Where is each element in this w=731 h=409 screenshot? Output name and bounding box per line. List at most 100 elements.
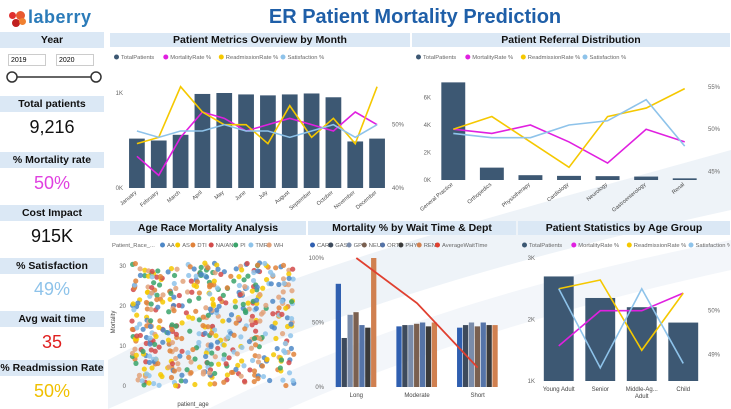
- x-tick-label: Orthopedics: [467, 182, 494, 206]
- bar: [335, 283, 341, 387]
- scatter-point: [260, 373, 267, 380]
- scatter-point: [168, 374, 175, 381]
- scatter-point: [231, 278, 237, 284]
- x-tick-label: January: [119, 190, 138, 207]
- scatter-point: [281, 280, 287, 286]
- scatter-point: [192, 381, 198, 388]
- scatter-point: [166, 364, 172, 370]
- legend-label: TotalPatients: [121, 55, 154, 61]
- kpi-label: Cost Impact: [0, 205, 104, 221]
- x-tick-label: May: [214, 190, 226, 201]
- scatter-point: [171, 280, 177, 287]
- scatter-point: [249, 357, 256, 364]
- year-end-input[interactable]: 2020: [56, 54, 94, 66]
- legend-marker: [688, 242, 694, 248]
- x-tick-label: February: [139, 190, 160, 209]
- legend-label: ReadmissionRate %: [634, 243, 687, 249]
- scatter-point: [244, 260, 250, 267]
- legend-marker: [280, 54, 286, 60]
- scatter-point: [194, 279, 200, 285]
- scatter-point: [175, 361, 181, 367]
- scatter-point: [239, 344, 245, 351]
- kpi-label: Total patients: [0, 96, 104, 112]
- scatter-point: [207, 306, 213, 312]
- scatter-point: [148, 347, 154, 353]
- bar: [668, 322, 699, 381]
- year-range-slider[interactable]: [6, 70, 102, 84]
- scatter-point: [212, 381, 218, 387]
- scatter-point: [276, 281, 282, 288]
- scatter-point: [280, 276, 287, 282]
- bar: [595, 176, 620, 180]
- scatter-point: [186, 298, 193, 304]
- x-tick-label: Moderate: [404, 393, 430, 399]
- slider-end-handle[interactable]: [90, 71, 102, 83]
- legend-label: REN: [424, 243, 436, 249]
- year-start-input[interactable]: 2019: [8, 54, 46, 66]
- x-tick-label: Short: [470, 393, 485, 399]
- scatter-point: [278, 357, 285, 363]
- scatter-point: [287, 333, 294, 339]
- scatter-point: [171, 308, 177, 314]
- scatter-point: [286, 370, 293, 376]
- scatter-point: [290, 276, 296, 282]
- scatter-point: [233, 320, 239, 326]
- scatter-point: [131, 307, 137, 313]
- scatter-point: [196, 317, 202, 323]
- bar: [543, 276, 574, 381]
- scatter-point: [129, 326, 135, 332]
- legend-marker: [398, 242, 404, 248]
- scatter-point: [182, 378, 189, 384]
- scatter-point: [249, 322, 255, 328]
- scatter-point: [133, 352, 139, 358]
- scatter-point: [248, 317, 254, 324]
- scatter-point: [221, 379, 227, 385]
- scatter-point: [209, 350, 215, 356]
- scatter-point: [152, 341, 158, 348]
- scatter-point: [289, 288, 295, 294]
- y2-tick-label: 45%: [708, 170, 721, 176]
- scatter-point: [290, 378, 296, 384]
- legend-marker: [626, 242, 632, 248]
- legend-label: PI: [240, 243, 246, 249]
- scatter-point: [280, 289, 286, 295]
- scatter-point: [242, 308, 248, 314]
- wait-chart-title: Mortality % by Wait Time & Dept: [308, 221, 516, 235]
- slider-start-handle[interactable]: [6, 71, 18, 83]
- bar: [468, 322, 475, 387]
- scatter-point: [276, 294, 282, 300]
- scatter-point: [220, 318, 226, 324]
- bar: [325, 97, 342, 188]
- scatter-point: [133, 278, 139, 284]
- scatter-point: [186, 272, 192, 279]
- scatter-point: [286, 275, 292, 281]
- x-tick-label: Middle-Ag...: [626, 387, 658, 393]
- scatter-point: [212, 354, 218, 360]
- scatter-point: [149, 274, 155, 280]
- legend-label: GAS: [335, 243, 347, 249]
- wait-time-chart: CAR GAS GP NEU ORT PHY REN AverageWaitTime 0% 50%…: [309, 242, 498, 399]
- y-tick-label: 0: [123, 384, 127, 390]
- scatter-point: [193, 308, 199, 314]
- legend-marker: [266, 242, 272, 248]
- scatter-point: [186, 314, 192, 320]
- bar: [369, 138, 385, 188]
- x-tick-label: Renal: [671, 182, 686, 196]
- scatter-point: [236, 274, 242, 280]
- x-tick-label: Young Adult: [543, 387, 575, 393]
- bar: [194, 93, 211, 188]
- scatter-point: [200, 314, 206, 320]
- bar: [486, 325, 492, 387]
- scatter-point: [235, 316, 241, 322]
- scatter-point: [286, 271, 292, 277]
- scatter-point: [141, 366, 147, 372]
- scatter-point: [135, 377, 141, 383]
- scatter-point: [288, 345, 294, 352]
- scatter-point: [193, 283, 200, 290]
- age-group-chart-title: Patient Statistics by Age Group: [518, 221, 730, 235]
- age-race-chart-title: Age Race Mortality Analysis: [110, 221, 306, 235]
- age-race-chart: Patient_Race_... AA AS DTI NA/AN PI TMR WH 0 10 20…: [111, 242, 297, 408]
- bar: [474, 326, 481, 387]
- y-tick-label: 6K: [424, 96, 431, 102]
- scatter-point: [231, 332, 237, 338]
